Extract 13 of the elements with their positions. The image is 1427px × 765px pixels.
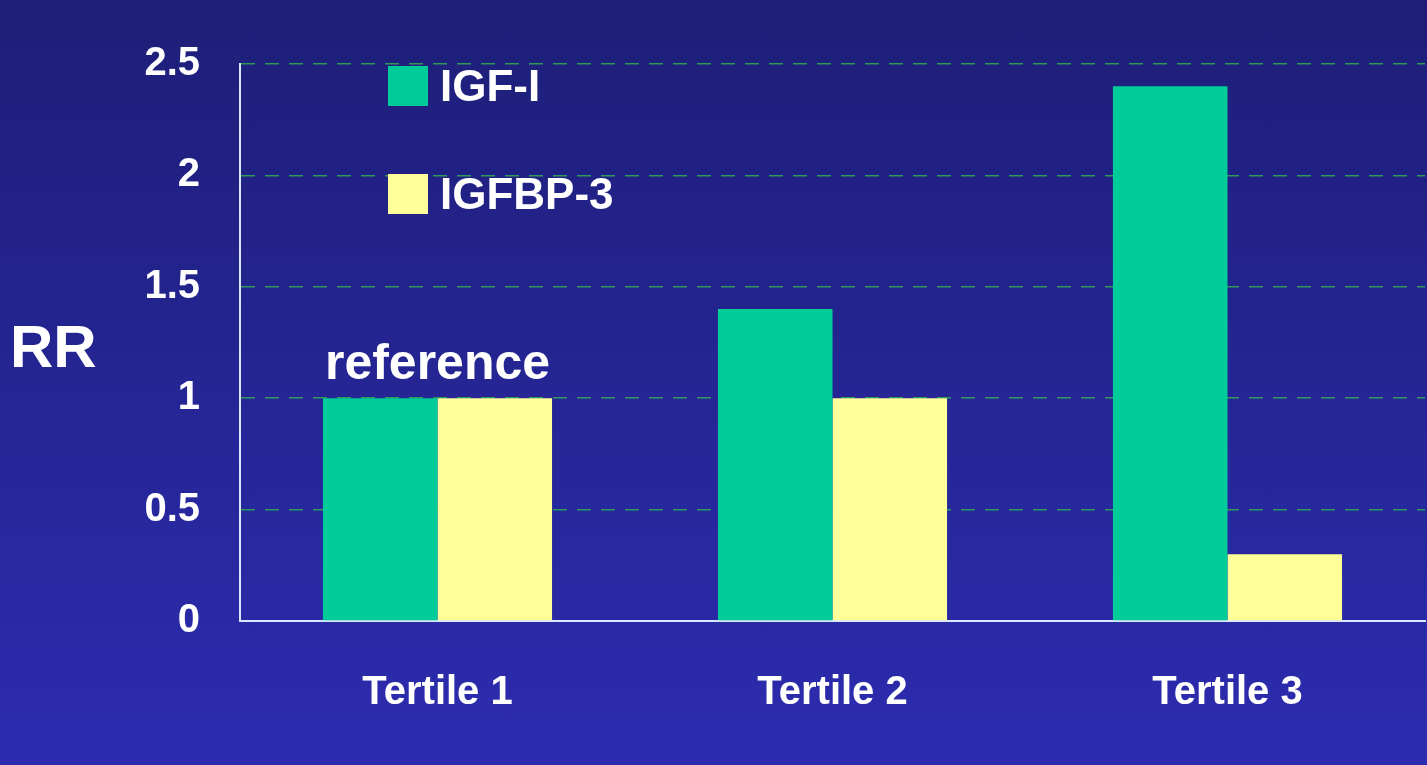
- y-axis-title: RR: [10, 312, 97, 380]
- y-tick-label: 0.5: [144, 484, 200, 529]
- y-tick-label: 2: [177, 150, 200, 195]
- legend-label: IGF-I: [440, 61, 541, 111]
- x-tick-label: Tertile 2: [757, 668, 908, 713]
- x-tick-label: Tertile 1: [362, 668, 513, 713]
- y-tick-label: 0: [177, 596, 200, 641]
- y-tick-label: 2.5: [144, 39, 200, 84]
- annotation: reference: [324, 333, 551, 390]
- y-tick-label: 1.5: [144, 261, 200, 306]
- x-tick-label: Tertile 3: [1152, 668, 1303, 713]
- y-tick-label: 1: [177, 373, 200, 418]
- legend-label: IGFBP-3: [440, 169, 614, 219]
